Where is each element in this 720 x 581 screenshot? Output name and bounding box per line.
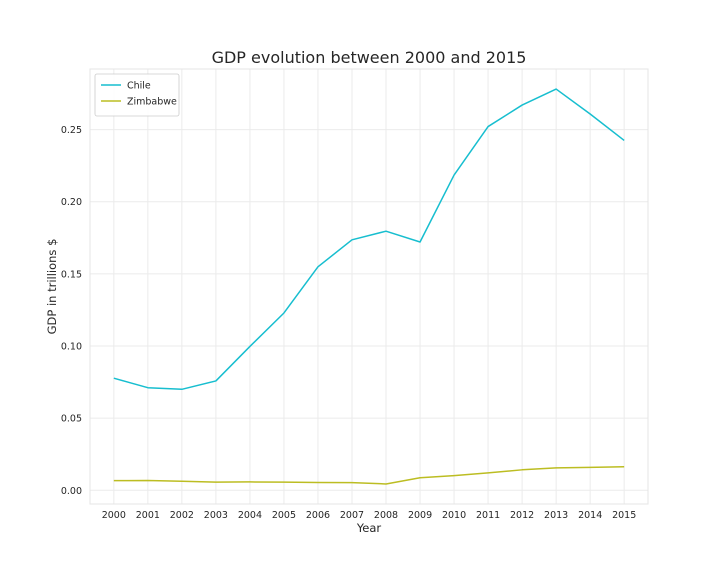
x-tick-label: 2010	[442, 510, 466, 521]
y-tick-label: 0.05	[61, 414, 82, 425]
x-tick-label: 2002	[170, 510, 194, 521]
y-tick-label: 0.10	[61, 342, 82, 353]
legend-label: Zimbabwe	[127, 97, 177, 108]
axis-ticks: 2000 2001 2002 2003 2004 2005 2006 2007 2008 2009…	[61, 125, 636, 521]
series-line-chile	[113, 88, 625, 391]
x-tick-label: 2006	[306, 510, 330, 521]
legend: Chile Zimbabwe	[94, 73, 180, 117]
x-axis-label: Year	[356, 521, 382, 535]
x-tick-label: 2000	[102, 510, 126, 521]
y-tick-label: 0.25	[61, 125, 82, 136]
x-tick-label: 2004	[238, 510, 262, 521]
x-tick-label: 2008	[374, 510, 398, 521]
series-lines	[113, 88, 625, 485]
legend-label: Chile	[127, 81, 151, 92]
y-tick-label: 0.15	[61, 269, 82, 280]
y-tick-label: 0.20	[61, 197, 82, 208]
y-tick-label: 0.00	[61, 486, 82, 497]
x-tick-label: 2007	[340, 510, 364, 521]
x-tick-label: 2015	[612, 510, 636, 521]
y-axis-label: GDP in trillions $	[45, 239, 59, 335]
chart-title: GDP evolution between 2000 and 2015	[212, 48, 527, 67]
x-tick-label: 2003	[204, 510, 228, 521]
x-tick-label: 2013	[544, 510, 568, 521]
x-tick-label: 2011	[476, 510, 500, 521]
x-tick-label: 2009	[408, 510, 432, 521]
x-tick-label: 2012	[510, 510, 534, 521]
x-tick-label: 2014	[578, 510, 602, 521]
grid-lines	[90, 69, 648, 504]
x-tick-label: 2001	[136, 510, 160, 521]
x-tick-label: 2005	[272, 510, 296, 521]
series-line-zimbabwe	[113, 466, 625, 485]
plot-area	[89, 68, 649, 505]
